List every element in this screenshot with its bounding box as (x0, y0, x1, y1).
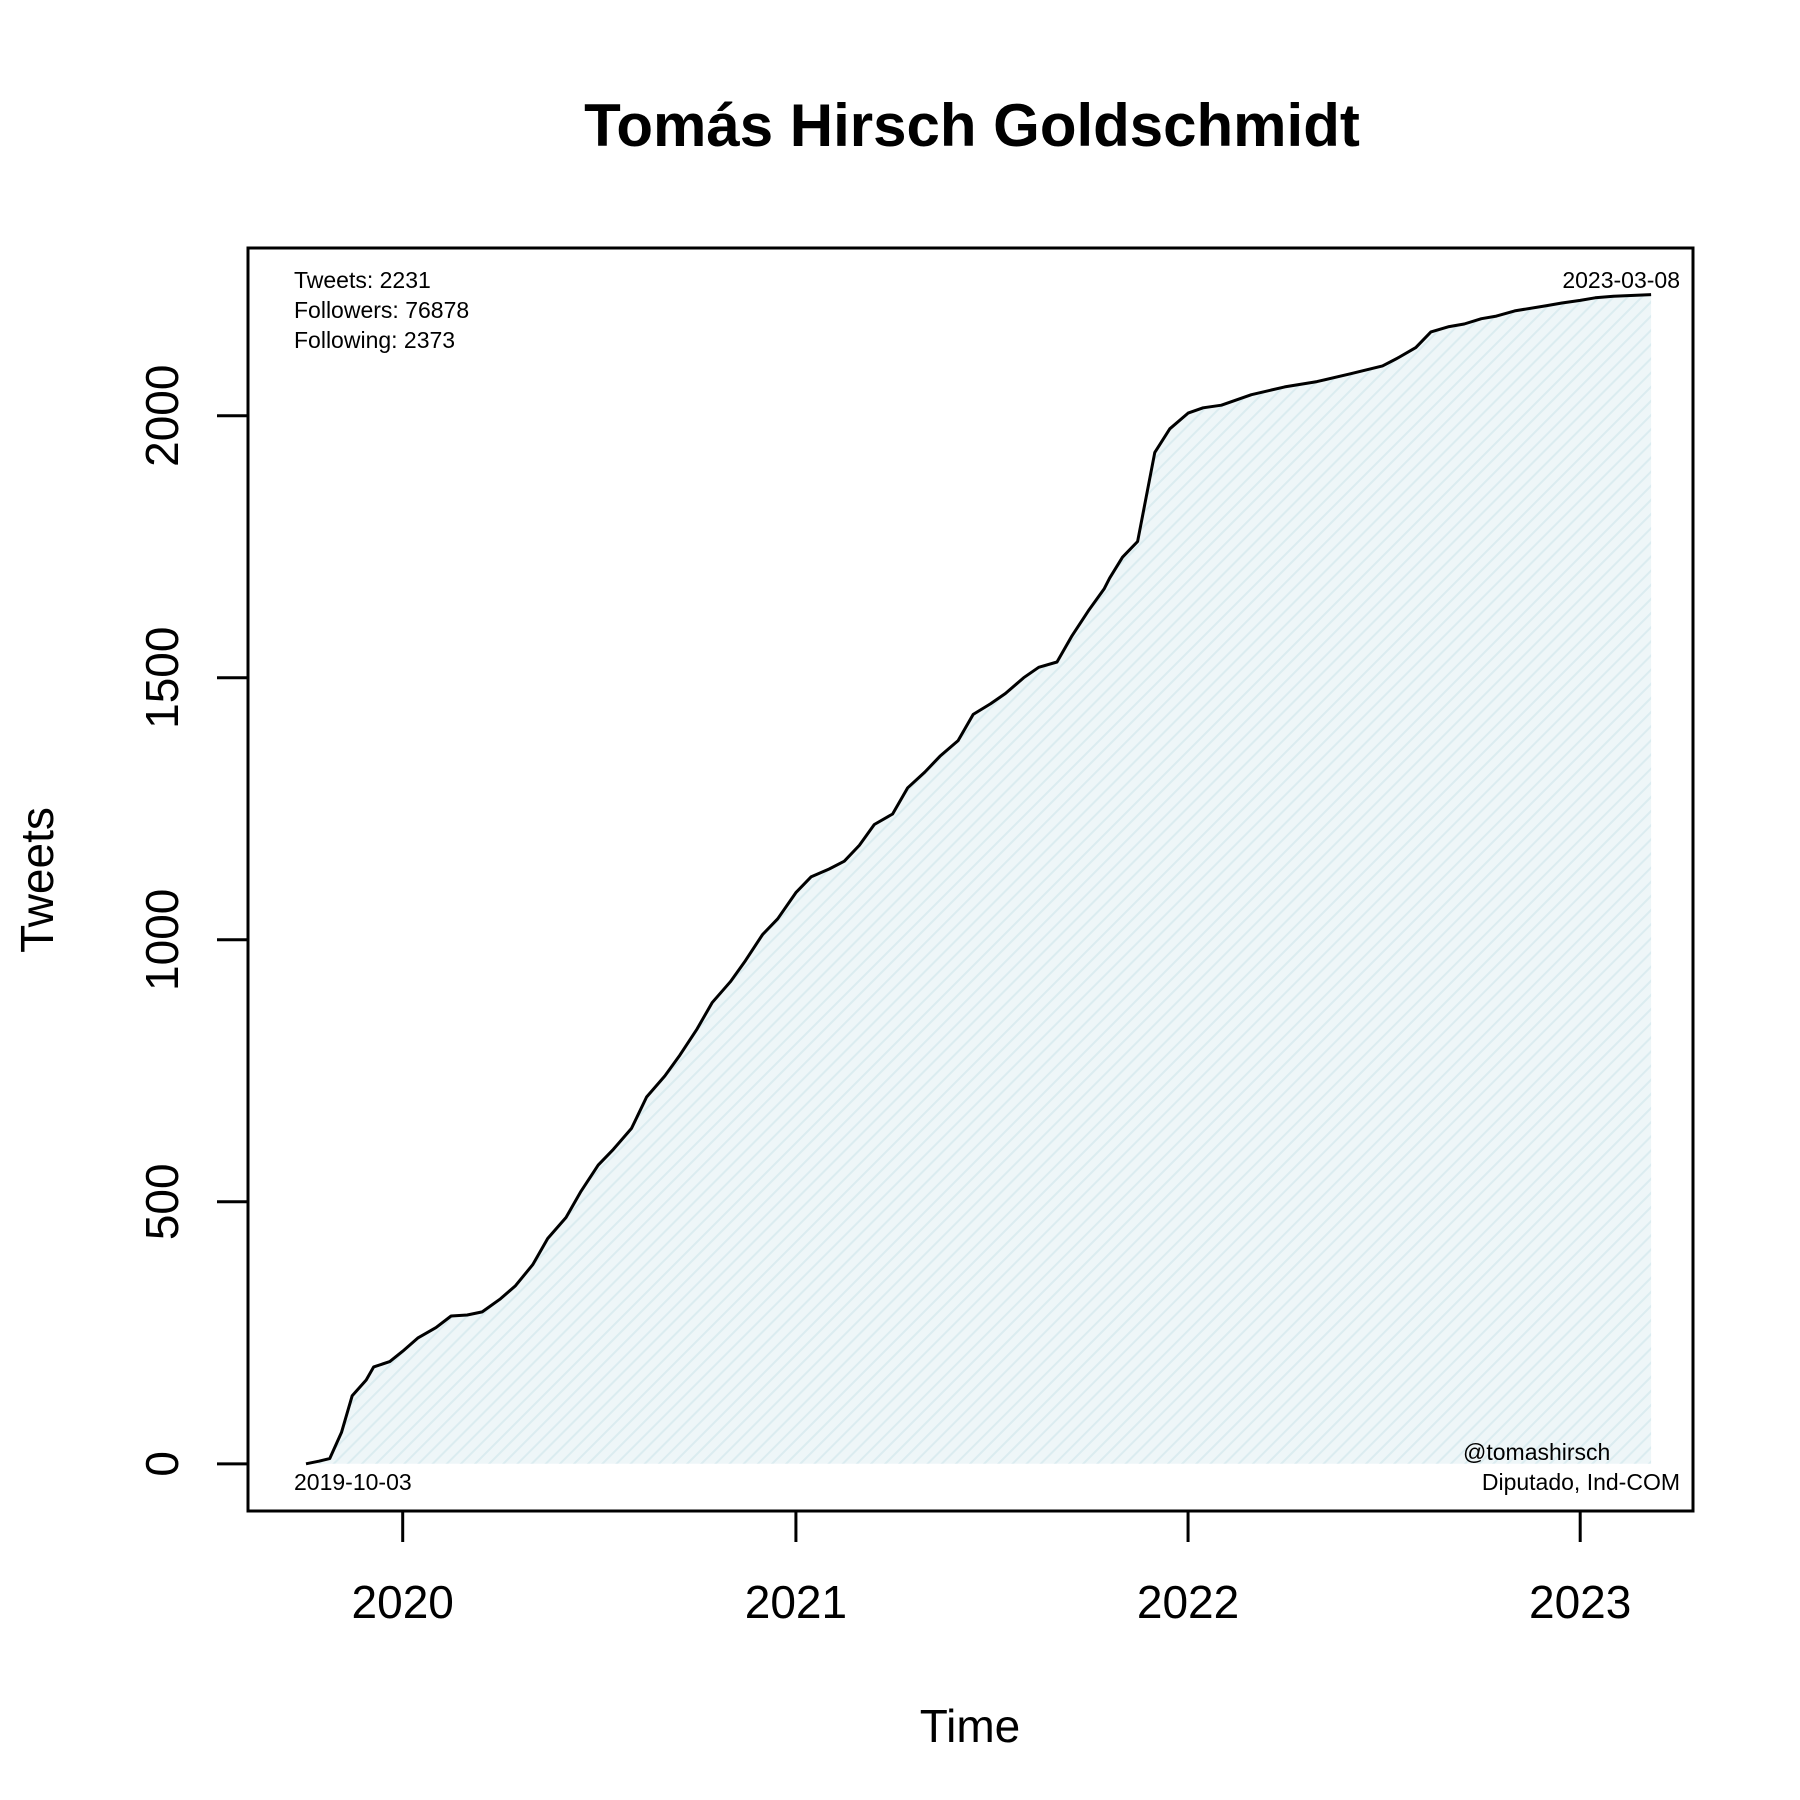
y-tick-label-2000: 2000 (136, 365, 188, 467)
plot-area (246, 246, 1695, 1513)
y-axis: 0 500 1000 1500 2000 (136, 365, 248, 1477)
y-tick-label-1500: 1500 (136, 627, 188, 729)
y-tick-label-1000: 1000 (136, 889, 188, 991)
x-axis-label: Time (920, 1700, 1021, 1752)
series-line (305, 293, 1652, 1466)
y-axis-label: Tweets (11, 807, 63, 953)
x-axis: 2020 2021 2022 2023 (352, 1511, 1631, 1628)
y-tick-label-0: 0 (136, 1451, 188, 1477)
x-tick-label-2020: 2020 (352, 1576, 454, 1628)
stats-tweets: Tweets: 2231 (294, 267, 431, 293)
x-tick-label-2023: 2023 (1529, 1576, 1631, 1628)
stats-followers: Followers: 76878 (294, 297, 469, 323)
start-date-label: 2019-10-03 (294, 1469, 412, 1495)
x-tick-label-2022: 2022 (1137, 1576, 1239, 1628)
x-tick-label-2021: 2021 (745, 1576, 847, 1628)
role-label: Diputado, Ind-COM (1482, 1469, 1680, 1495)
plot-frame (246, 246, 1695, 1513)
area-fill (306, 294, 1652, 1464)
handle-label: @tomashirsch (1463, 1439, 1610, 1465)
end-date-label: 2023-03-08 (1562, 267, 1680, 293)
y-tick-label-500: 500 (136, 1163, 188, 1240)
stats-following: Following: 2373 (294, 327, 455, 353)
chart-title: Tomás Hirsch Goldschmidt (584, 92, 1360, 159)
